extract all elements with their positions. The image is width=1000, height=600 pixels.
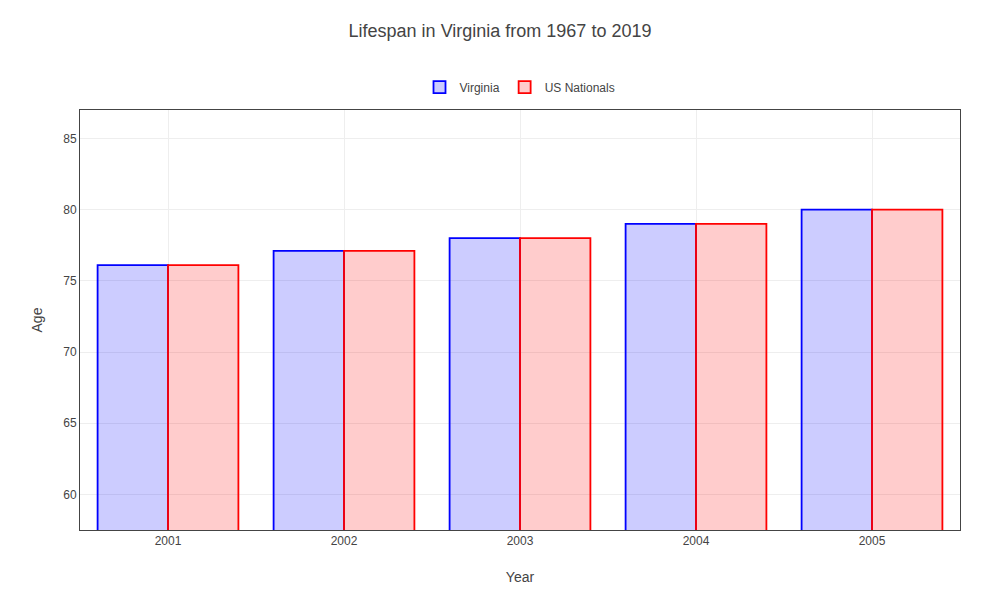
svg-text:Year: Year <box>506 569 535 585</box>
svg-text:2005: 2005 <box>859 534 886 548</box>
svg-text:80: 80 <box>63 203 77 217</box>
svg-text:75: 75 <box>63 274 77 288</box>
svg-text:60: 60 <box>63 488 77 502</box>
svg-text:Virginia: Virginia <box>460 81 500 95</box>
svg-text:2001: 2001 <box>155 534 182 548</box>
svg-text:85: 85 <box>63 132 77 146</box>
svg-text:70: 70 <box>63 345 77 359</box>
svg-text:Lifespan in Virginia from 1967: Lifespan in Virginia from 1967 to 2019 <box>349 21 652 41</box>
svg-text:Age: Age <box>29 307 45 332</box>
svg-text:2004: 2004 <box>683 534 710 548</box>
svg-text:2003: 2003 <box>507 534 534 548</box>
svg-text:US Nationals: US Nationals <box>545 81 615 95</box>
svg-text:2002: 2002 <box>331 534 358 548</box>
svg-text:65: 65 <box>63 416 77 430</box>
